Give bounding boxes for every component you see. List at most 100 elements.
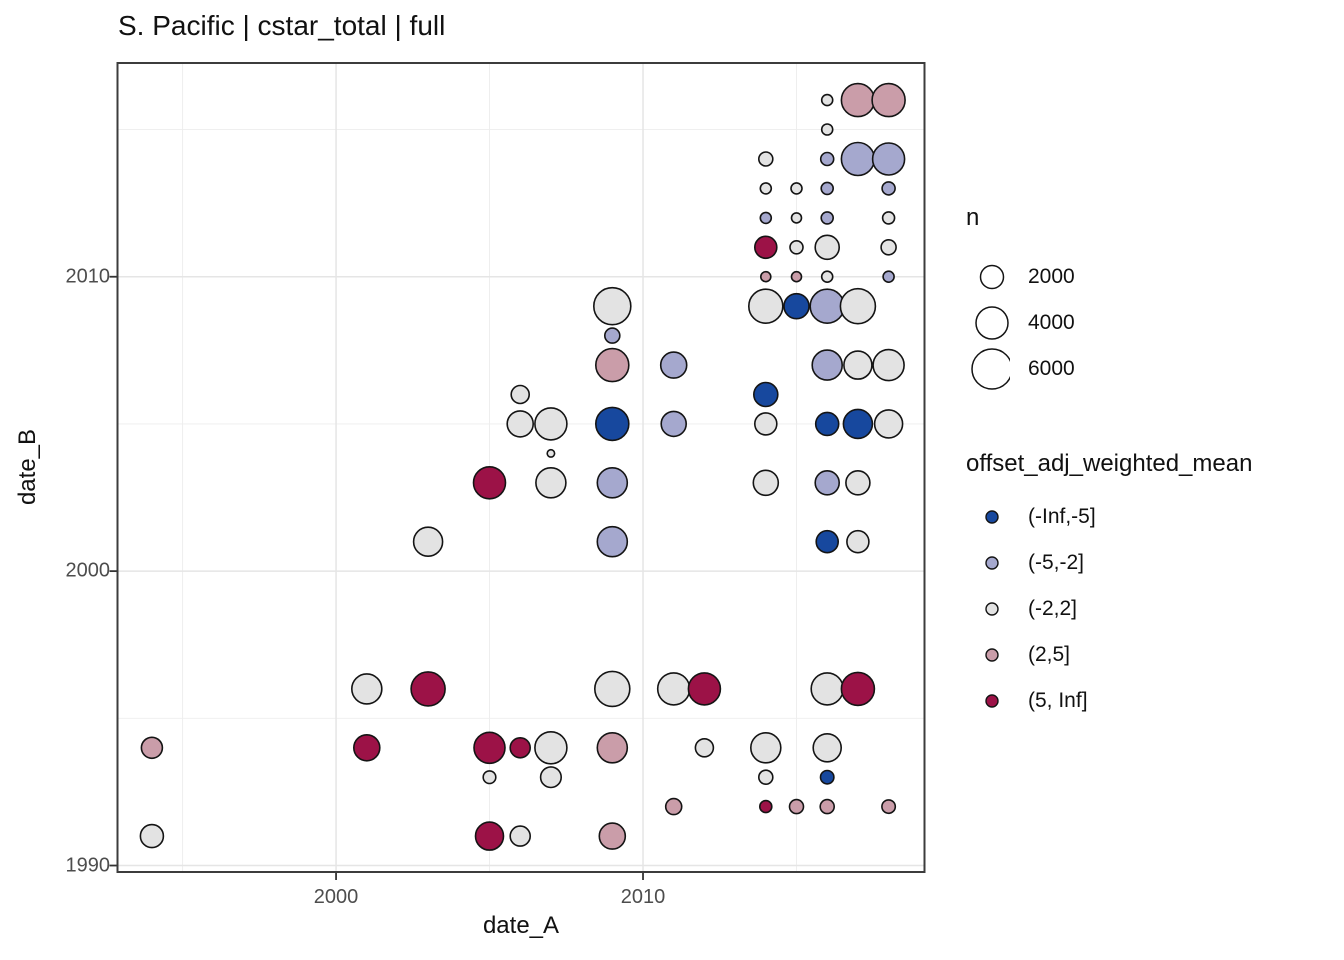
y-tick-label: 2000 [65, 559, 111, 582]
size-legend: n 2000 4000 6000 [958, 204, 1338, 392]
data-point [759, 182, 773, 195]
data-point [747, 288, 784, 325]
data-point [474, 821, 505, 851]
data-point [814, 411, 840, 437]
data-point [839, 287, 877, 325]
data-point [660, 410, 688, 438]
data-point [820, 93, 834, 107]
data-point [812, 732, 843, 763]
data-point [790, 182, 803, 195]
data-point [790, 212, 803, 224]
size-legend-entry-circle [975, 306, 1009, 340]
data-point [810, 672, 845, 706]
color-legend-entries: (-Inf,-5] (-5,-2] (-2,2] (2,5] (5, Inf] [958, 494, 1338, 724]
data-point [790, 270, 803, 283]
data-point [757, 769, 774, 786]
data-point [410, 671, 446, 707]
data-point [694, 737, 715, 758]
x-axis-title: date_A [482, 912, 560, 939]
data-point [846, 529, 870, 554]
data-point [783, 292, 810, 320]
color-legend-entry-label: (2,5] [1028, 643, 1071, 666]
data-point [881, 181, 896, 196]
size-legend-entry-glyph-box [958, 346, 1013, 392]
data-point [140, 736, 164, 760]
data-point [603, 327, 621, 344]
color-legend-entry-label: (-5,-2] [1028, 551, 1085, 574]
data-point [139, 823, 165, 849]
size-legend-entry-glyph [971, 348, 1013, 390]
color-legend-entry: (5, Inf] [958, 678, 1338, 724]
size-legend-entry-label: 6000 [1028, 357, 1075, 380]
data-point [598, 822, 627, 850]
x-tick-label: 2010 [620, 886, 666, 908]
size-legend-entry-glyph-box [958, 254, 1010, 300]
data-point [546, 448, 556, 458]
data-point [534, 407, 568, 441]
data-point [820, 270, 834, 284]
data-point [596, 731, 629, 764]
color-legend-entry-glyph [985, 556, 999, 570]
data-point [815, 529, 840, 554]
color-legend-entry: (-Inf,-5] [958, 494, 1338, 540]
size-legend-entry-glyph [979, 264, 1005, 290]
data-point [596, 525, 629, 558]
data-point [809, 288, 846, 325]
data-point [814, 469, 841, 496]
data-point [535, 466, 567, 499]
color-legend-entry: (-5,-2] [958, 540, 1338, 586]
data-point [845, 469, 871, 496]
size-legend-entry: 4000 [958, 300, 1338, 346]
color-legend-entry-glyph-box [958, 586, 1010, 632]
size-legend-entry: 2000 [958, 254, 1338, 300]
size-legend-entry-circle [971, 348, 1013, 390]
data-point [472, 465, 507, 500]
size-legend-entry-circle [979, 264, 1005, 290]
data-point [871, 142, 906, 176]
size-legend-entry-label: 4000 [1028, 311, 1075, 334]
data-point [656, 672, 691, 706]
data-point [753, 412, 778, 436]
color-legend-entry-label: (5, Inf] [1028, 689, 1088, 712]
data-point [882, 270, 895, 284]
data-point [534, 730, 568, 765]
data-point [843, 350, 873, 380]
y-axis-title: date_B [14, 428, 41, 506]
data-point [820, 123, 834, 136]
data-point [872, 348, 905, 382]
color-legend-entry-label: (-2,2] [1028, 597, 1078, 620]
data-point [509, 736, 532, 759]
color-legend-entry-glyph [985, 510, 999, 524]
data-point [482, 770, 497, 785]
data-point [758, 799, 773, 814]
data-point [840, 671, 876, 707]
color-legend-entry-glyph-box [958, 678, 1010, 724]
data-point [759, 270, 772, 283]
data-point [752, 381, 779, 408]
size-legend-entry-glyph [975, 306, 1009, 340]
data-point [749, 731, 782, 764]
y-tick-label: 2010 [65, 265, 111, 288]
data-point [759, 211, 773, 225]
data-point [594, 406, 630, 442]
size-legend-entry-glyph-box [958, 300, 1010, 346]
size-legend-entry-label: 2000 [1028, 265, 1075, 288]
color-legend-entry-glyph [985, 694, 999, 708]
data-point [596, 466, 629, 499]
size-legend-entry: 6000 [958, 346, 1338, 392]
color-legend-entry-circle [985, 510, 999, 524]
y-tick-label: 1990 [65, 854, 111, 877]
data-point [510, 384, 531, 405]
data-point [820, 181, 835, 196]
data-point [350, 673, 383, 705]
panel-border [116, 62, 926, 873]
size-legend-title: n [966, 204, 980, 231]
color-legend: offset_adj_weighted_mean (-Inf,-5] (-5,-2… [958, 450, 1338, 724]
data-point [881, 211, 896, 225]
data-point [789, 240, 804, 255]
data-point [873, 409, 904, 439]
color-legend-entry-circle [985, 602, 999, 616]
color-legend-entry-circle [985, 648, 999, 662]
